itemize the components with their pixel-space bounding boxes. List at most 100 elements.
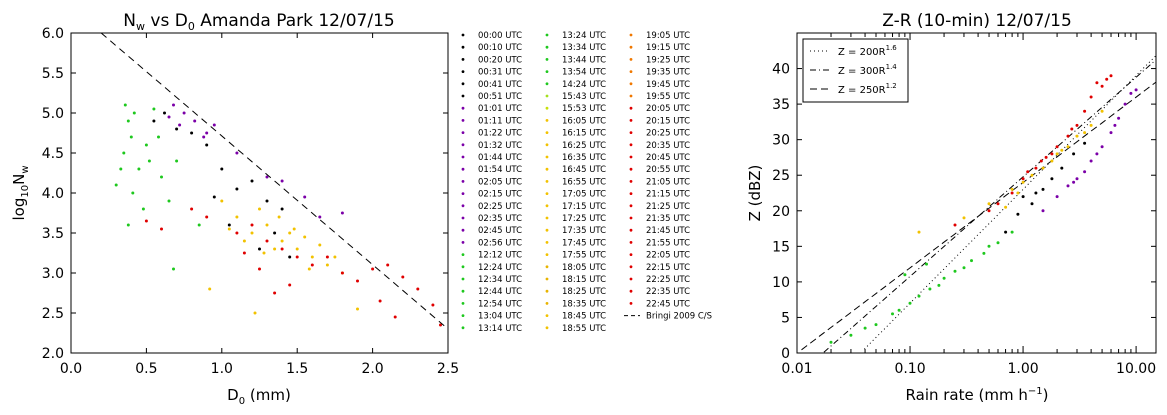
nw-point-4-2	[235, 231, 239, 235]
zr-point-1-2	[987, 202, 991, 206]
zr-point-4-14	[1113, 123, 1117, 127]
bringi-reference-line	[100, 32, 449, 330]
right-x-tick-label: 10.00	[1116, 361, 1156, 377]
legend-marker	[545, 33, 549, 37]
legend-marker	[545, 265, 549, 269]
zr-point-2-0	[953, 223, 957, 227]
nw-point-1-10	[318, 215, 322, 219]
legend-marker	[461, 314, 465, 317]
nw-point-1-5	[212, 123, 216, 127]
legend-marker	[545, 216, 549, 220]
legend-marker	[629, 192, 633, 196]
nw-point-2-19	[172, 267, 175, 271]
nw-point-0-2	[175, 127, 179, 131]
legend-marker	[629, 228, 633, 232]
zr-relation-line-1	[823, 59, 1157, 353]
zr-point-0-2	[874, 323, 878, 327]
nw-point-2-3	[129, 135, 133, 139]
zr-point-4-2	[1066, 184, 1070, 188]
legend-marker	[629, 302, 633, 305]
legend-label: 19:45 UTC	[646, 80, 690, 90]
legend-marker	[545, 302, 549, 305]
zr-point-2-16	[996, 202, 1000, 206]
nw-point-0-6	[235, 187, 239, 191]
time-legend: 00:00 UTC 00:10 UTC 00:20 UTC 00:31 UTC 00:4…	[461, 31, 712, 334]
left-x-axis-label: D0 (mm)	[227, 386, 291, 407]
legend-label: 00:10 UTC	[478, 43, 522, 53]
zr-point-3-7	[1072, 152, 1076, 156]
nw-point-0-9	[280, 207, 284, 211]
zr-point-2-1	[987, 209, 991, 213]
nw-point-2-5	[137, 167, 141, 171]
legend-label: 00:51 UTC	[478, 92, 522, 102]
legend-marker	[545, 94, 549, 98]
legend-marker	[629, 277, 633, 281]
legend-label: 21:25 UTC	[646, 202, 690, 212]
nw-point-0-0	[152, 119, 156, 123]
legend-marker	[629, 216, 633, 220]
left-x-tick-label: 2.5	[437, 361, 459, 377]
zr-point-3-3	[1030, 202, 1034, 206]
zr-point-0-4	[908, 301, 912, 305]
legend-label: 02:25 UTC	[478, 202, 522, 212]
nw-point-3-4	[280, 239, 284, 243]
zr-legend-label-0: Z = 200R1.6	[838, 44, 897, 58]
nw-point-3-10	[273, 247, 277, 251]
nw-point-1-2	[193, 119, 197, 123]
legend-label: 00:20 UTC	[478, 55, 522, 65]
zr-point-3-4	[1041, 187, 1045, 191]
legend-label: 19:05 UTC	[646, 31, 690, 41]
legend-marker	[461, 180, 465, 183]
legend-marker	[629, 180, 633, 183]
legend-label: 13:34 UTC	[562, 43, 606, 53]
zr-relation-lines	[801, 55, 1157, 353]
legend-marker	[545, 58, 549, 61]
zr-point-2-12	[1109, 74, 1113, 78]
legend-label: 19:25 UTC	[646, 55, 690, 65]
legend-label: 22:15 UTC	[646, 263, 690, 273]
legend-label: 02:56 UTC	[478, 238, 522, 248]
legend-label: 13:14 UTC	[478, 324, 522, 334]
zr-point-1-10	[1100, 109, 1104, 113]
left-y-tick-label: 3.0	[42, 266, 64, 282]
left-y-tick-label: 5.5	[42, 66, 64, 82]
zr-point-0-14	[953, 269, 957, 273]
zr-point-3-9	[1034, 191, 1038, 195]
right-y-axis-label: Z (dBZ)	[746, 165, 764, 222]
legend-label: 22:45 UTC	[646, 299, 690, 309]
nw-point-1-13	[202, 135, 206, 139]
legend-marker	[545, 253, 549, 256]
nw-point-3-15	[242, 239, 246, 243]
legend-label: 01:01 UTC	[478, 104, 522, 114]
nw-point-4-5	[280, 247, 284, 251]
right-y-tick-label: 10	[772, 275, 790, 291]
legend-marker	[629, 143, 633, 147]
legend-label: 12:34 UTC	[478, 275, 522, 285]
legend-marker	[461, 70, 465, 73]
zr-point-0-13	[897, 308, 901, 312]
nw-point-3-7	[325, 263, 329, 267]
nw-point-4-17	[288, 283, 292, 287]
zr-point-3-1	[1016, 212, 1020, 216]
nw-point-4-23	[378, 299, 382, 303]
legend-line-label: Bringi 2009 C/S	[646, 312, 712, 322]
nw-point-4-6	[295, 255, 299, 259]
nw-point-4-13	[401, 275, 405, 279]
nw-point-2-2	[126, 119, 130, 123]
zr-point-1-15	[1060, 148, 1064, 152]
zr-point-2-9	[1083, 109, 1087, 113]
legend-marker	[461, 143, 465, 147]
zr-point-3-0	[1004, 230, 1008, 234]
legend-marker	[629, 106, 633, 110]
nw-point-3-20	[307, 267, 311, 271]
zr-point-4-7	[1109, 131, 1113, 135]
nw-point-0-11	[258, 247, 261, 251]
legend-label: 20:45 UTC	[646, 153, 690, 163]
nw-point-3-19	[262, 251, 266, 255]
nw-point-2-1	[122, 151, 126, 155]
zr-point-1-14	[1004, 205, 1008, 209]
nw-point-1-6	[235, 151, 239, 155]
legend-marker	[545, 155, 549, 159]
nw-point-0-7	[250, 179, 254, 183]
nw-point-4-18	[273, 291, 277, 295]
